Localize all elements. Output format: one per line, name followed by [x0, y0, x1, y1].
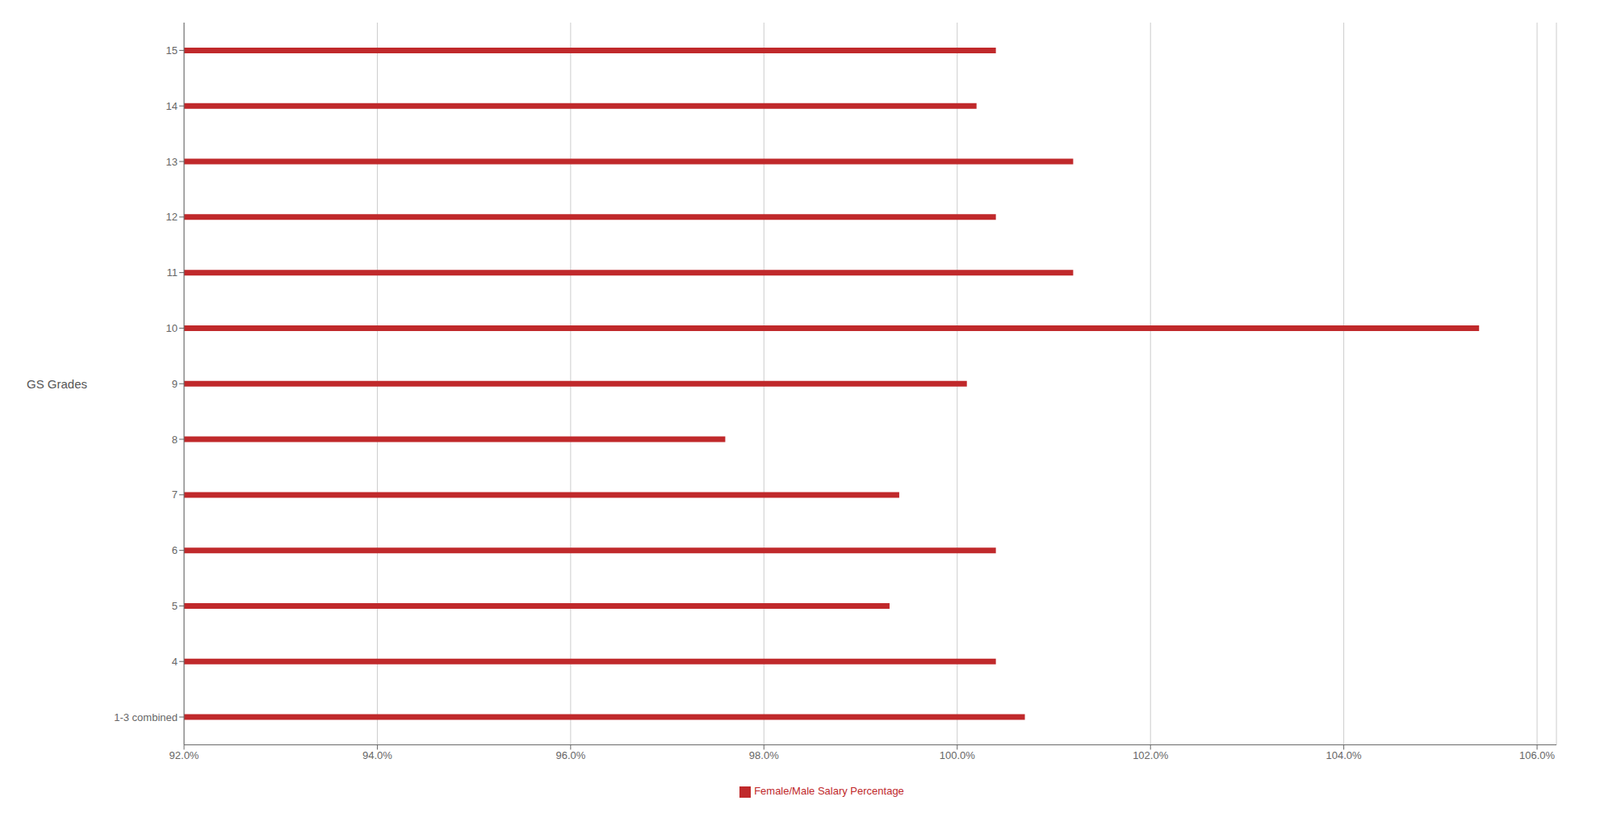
svg-text:15: 15	[166, 44, 178, 57]
svg-text:GS Grades: GS Grades	[26, 376, 88, 391]
svg-text:5: 5	[171, 599, 178, 612]
svg-text:7: 7	[171, 488, 178, 501]
svg-text:11: 11	[167, 266, 179, 279]
svg-text:1-3 combined: 1-3 combined	[113, 711, 178, 724]
html-text:Female/Male Salary Percentage: Female/Male Salary Percentage	[754, 784, 904, 798]
svg-text:104.0%: 104.0%	[1326, 749, 1363, 762]
svg-text:106.0%: 106.0%	[1519, 749, 1556, 762]
svg-text:6: 6	[171, 544, 178, 557]
svg-text:96.0%: 96.0%	[555, 749, 586, 762]
svg-text:92.0%: 92.0%	[169, 749, 200, 762]
svg-text:9: 9	[171, 377, 178, 390]
svg-text:10: 10	[166, 322, 178, 335]
svg-text:14: 14	[166, 100, 178, 113]
svg-text:98.0%: 98.0%	[749, 749, 780, 762]
svg-text:13: 13	[166, 155, 178, 168]
svg-text:100.0%: 100.0%	[939, 749, 976, 762]
svg-text:12: 12	[166, 210, 178, 223]
svg-text:102.0%: 102.0%	[1132, 749, 1169, 762]
svg-text:94.0%: 94.0%	[362, 749, 393, 762]
svg-text:8: 8	[171, 433, 178, 446]
svg-text:4: 4	[171, 655, 178, 668]
